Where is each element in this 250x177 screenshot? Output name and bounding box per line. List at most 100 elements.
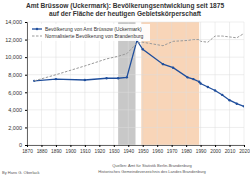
grid-line [229,22,230,145]
legend-swatch [32,28,42,29]
x-tick-mark [215,145,216,147]
series-marker [126,76,128,78]
x-tick-label: 1960 [152,149,163,154]
y-tick: 4,000 [8,107,27,113]
y-axis: 0 2,000 4,000 6,000 8,000 10,000 12,000 14,000 [5,19,27,148]
legend-label: Bevölkerung von Amt Brüssow (Uckermark) [45,26,142,32]
series-marker [214,89,216,91]
grid-line [215,22,216,145]
x-tick-label: 1910 [80,149,91,154]
x-tick-label: 1950 [138,149,149,154]
y-tick-label: 4,000 [8,107,22,113]
x-tick-mark [230,145,231,147]
y-tick: 10,000 [5,54,27,60]
y-tick-label: 0 [19,142,22,148]
x-tick: 1960 [152,145,163,154]
series-marker [172,66,174,68]
grid-line [27,109,244,110]
x-tick-mark [128,145,129,147]
legend-label: Normalisierte Bevölkerung von Brandenbur… [45,33,144,39]
x-tick-mark [172,145,173,147]
series-marker [228,99,230,101]
series-line [34,40,244,106]
y-tick-mark [25,110,27,111]
x-tick-label: 2020 [239,149,250,154]
series-group [33,33,244,107]
x-tick-mark [201,145,202,147]
grid-line [157,22,158,145]
grid-line [171,22,172,145]
series-marker [207,86,209,88]
x-tick: 1930 [109,145,120,154]
x-tick-label: 1990 [196,149,207,154]
x-tick-label: 1890 [51,149,62,154]
x-tick-label: 2000 [210,149,221,154]
plot: 0 2,000 4,000 6,000 8,000 10,000 12,000 14,000 1… [5,19,250,154]
y-tick-mark [25,145,27,146]
x-tick: 1980 [181,145,192,154]
x-tick: 1910 [80,145,91,154]
x-tick-mark [157,145,158,147]
x-tick-label: 1980 [181,149,192,154]
grid-line [27,74,244,75]
y-tick-mark [25,57,27,58]
legend: Bevölkerung von Amt Brüssow (Uckermark)N… [30,24,150,41]
series-marker [55,78,57,80]
x-tick: 1950 [138,145,149,154]
x-tick: 1890 [51,145,62,154]
x-tick-label: 1880 [37,149,48,154]
y-tick-label: 14,000 [5,19,22,25]
y-tick-mark [25,40,27,41]
source: Quellen: Amt für Statistik Berlin-Brande… [112,163,192,168]
grid-line [27,92,244,93]
y-tick-label: 10,000 [5,54,22,60]
x-tick: 2020 [239,145,250,154]
grid-line [27,22,244,23]
grid-line [244,22,245,145]
y-tick-mark [25,92,27,93]
series-marker [199,82,201,84]
title: Amt Brüssow (Uckermark): Bevölkerungsent… [26,2,225,10]
x-tick: 1990 [196,145,207,154]
series-marker [162,63,164,65]
y-tick-mark [25,75,27,76]
x-tick-mark [70,145,71,147]
x-tick-label: 1970 [167,149,178,154]
x-tick-mark [143,145,144,147]
y-tick: 6,000 [8,90,27,96]
legend-box [30,24,150,41]
x-tick-mark [99,145,100,147]
grid [27,22,244,145]
y-tick-label: 2,000 [8,125,22,131]
grid-line [27,127,244,128]
x-tick-label: 1940 [123,149,134,154]
y-tick: 0 [19,142,27,148]
grid-line [27,57,244,58]
series-marker [192,78,194,80]
y-tick: 12,000 [5,37,27,43]
x-tick: 1970 [167,145,178,154]
x-tick-mark [114,145,115,147]
y-tick-label: 6,000 [8,90,22,96]
x-tick-mark [244,145,245,147]
x-tick: 2010 [225,145,236,154]
series-marker [84,79,86,81]
series-marker [105,77,107,79]
series-marker [142,48,144,50]
series-marker [236,103,238,105]
legend-swatch [32,36,42,37]
x-tick: 1870 [22,145,33,154]
y-axis-line [25,23,28,146]
y-tick: 8,000 [8,72,27,78]
author: By Hans G. Oberlack [2,170,40,175]
x-tick-mark [186,145,187,147]
x-tick-mark [85,145,86,147]
x-tick: 2000 [210,145,221,154]
y-tick-label: 8,000 [8,72,22,78]
x-tick-label: 1930 [109,149,120,154]
y-tick-mark [25,127,27,128]
x-tick-label: 2010 [225,149,236,154]
x-tick-mark [56,145,57,147]
x-tick: 1900 [66,145,77,154]
x-tick: 1940 [123,145,134,154]
